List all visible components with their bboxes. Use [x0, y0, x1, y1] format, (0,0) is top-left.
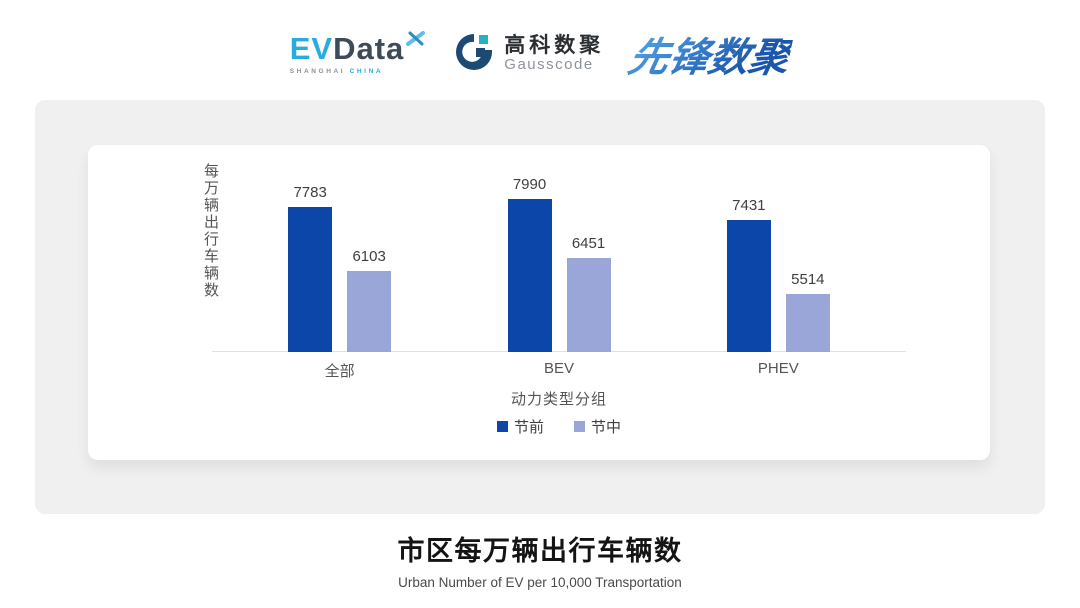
category-label-BEV: BEV: [543, 360, 574, 377]
bar-value-label: 7990: [512, 176, 547, 193]
bar-BEV-节前: [507, 199, 552, 352]
evdata-subtitle: SHANGHAI CHINA: [290, 68, 383, 75]
category-label-PHEV: PHEV: [757, 360, 799, 377]
chart-title: 市区每万辆出行车辆数: [397, 536, 683, 566]
evdata-ev-text: EV: [289, 31, 334, 66]
logo-header: EV Data SHANGHAI CHINA: [0, 22, 1080, 86]
evdata-wordmark: EV Data: [289, 31, 427, 66]
pioneer-text: 先锋数聚: [624, 36, 795, 80]
y-axis-label: 每万辆出行车辆数: [202, 163, 219, 299]
legend: 节前 节中: [230, 416, 888, 437]
bar-全部-节中: [347, 271, 392, 352]
category-axis: 全部 BEV PHEV: [230, 360, 888, 380]
evdata-data-text: Data: [333, 31, 405, 66]
evdata-subtitle-shanghai: SHANGHAI: [289, 68, 346, 75]
gausscode-en-text: Gausscode: [504, 56, 594, 74]
bar-PHEV-节中: [785, 294, 830, 352]
bar-value-label: 7783: [293, 184, 327, 201]
x-axis-label: 动力类型分组: [510, 391, 607, 408]
legend-swatch-icon: [496, 421, 508, 432]
gausscode-logo: 高科数聚 Gausscode: [452, 30, 604, 79]
footer: 市区每万辆出行车辆数 Urban Number of EV per 10,000…: [0, 529, 1080, 590]
bar-value-label: 5514: [791, 271, 825, 288]
evdata-x-icon: [406, 29, 426, 53]
gausscode-g-icon: [452, 30, 496, 79]
chart-panel: 每万辆出行车辆数 7783 6103 7990 6451 7431 5514 全部 BEV P…: [35, 100, 1045, 514]
bar-BEV-节中: [566, 258, 611, 352]
x-axis-line: [212, 351, 906, 352]
category-label-全部: 全部: [324, 363, 355, 380]
bar-PHEV-节前: [726, 220, 771, 352]
legend-label: 节前: [513, 419, 544, 436]
bar-value-label: 6451: [571, 235, 606, 252]
pioneer-logo: 先锋数聚: [624, 25, 796, 83]
evdata-logo: EV Data SHANGHAI CHINA: [289, 31, 427, 75]
bar-value-label: 7431: [732, 197, 766, 214]
legend-swatch-icon: [574, 421, 585, 432]
bar-全部-节前: [288, 207, 333, 352]
plot-area: 7783 6103 7990 6451 7431 5514: [212, 145, 906, 352]
legend-label: 节中: [591, 419, 622, 436]
bar-value-label: 6103: [352, 248, 386, 265]
legend-item-节中: 节中: [574, 416, 621, 437]
chart-card: 每万辆出行车辆数 7783 6103 7990 6451 7431 5514 全部 BEV P…: [88, 145, 990, 460]
gausscode-text: 高科数聚 Gausscode: [504, 35, 604, 73]
evdata-subtitle-china: CHINA: [349, 68, 384, 75]
chart-subtitle: Urban Number of EV per 10,000 Transporta…: [398, 575, 682, 590]
gausscode-cn-text: 高科数聚: [504, 34, 605, 58]
legend-item-节前: 节前: [496, 416, 544, 437]
